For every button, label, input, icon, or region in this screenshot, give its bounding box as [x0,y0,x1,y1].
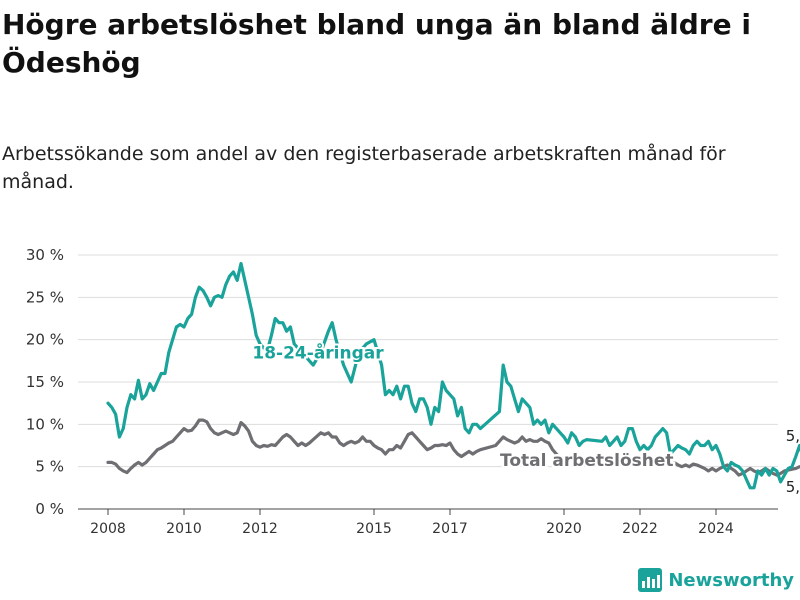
y-tick-label: 30 % [26,246,64,264]
x-tick-label: 2015 [356,521,392,537]
x-tick-label: 2010 [166,521,202,537]
series-label-youth: 18-24-åringar [252,341,384,363]
series-line-total [106,418,800,477]
end-label-youth: 5,8 % [786,427,800,445]
newsworthy-logo-icon [638,568,663,592]
y-tick-label: 0 % [35,500,64,518]
y-tick-label: 5 % [35,458,64,476]
x-tick-label: 2024 [698,521,734,537]
x-tick-label: 2008 [90,521,126,537]
y-tick-label: 10 % [26,415,64,433]
series-layer [106,261,800,490]
x-tick-label: 2020 [546,521,582,537]
label-layer: 5,8 % 5,1 % 18-24-åringar Total arbetslöshe… [250,339,800,496]
x-tick-label: 2022 [622,521,658,537]
chart-subtitle: Arbetssökande som andel av den registerb… [2,143,726,193]
newsworthy-brand-name: Newsworthy [668,569,794,591]
line-chart: 0 % 5 % 10 % 15 % 20 % 25 % 30 % 2008 2010 2012 20… [26,246,800,537]
newsworthy-brand[interactable]: Newsworthy [638,568,794,592]
y-tick-label: 25 % [26,288,64,306]
y-tick-label: 15 % [26,373,64,391]
chart-title: Högre arbetslöshet bland unga än bland ä… [2,8,751,79]
series-line-youth [106,261,800,490]
y-tick-label: 20 % [26,331,64,349]
x-tick-label: 2017 [432,521,468,537]
end-label-total: 5,1 % [786,478,800,496]
series-label-total: Total arbetslöshet [500,451,674,471]
x-tick-label: 2012 [242,521,278,537]
